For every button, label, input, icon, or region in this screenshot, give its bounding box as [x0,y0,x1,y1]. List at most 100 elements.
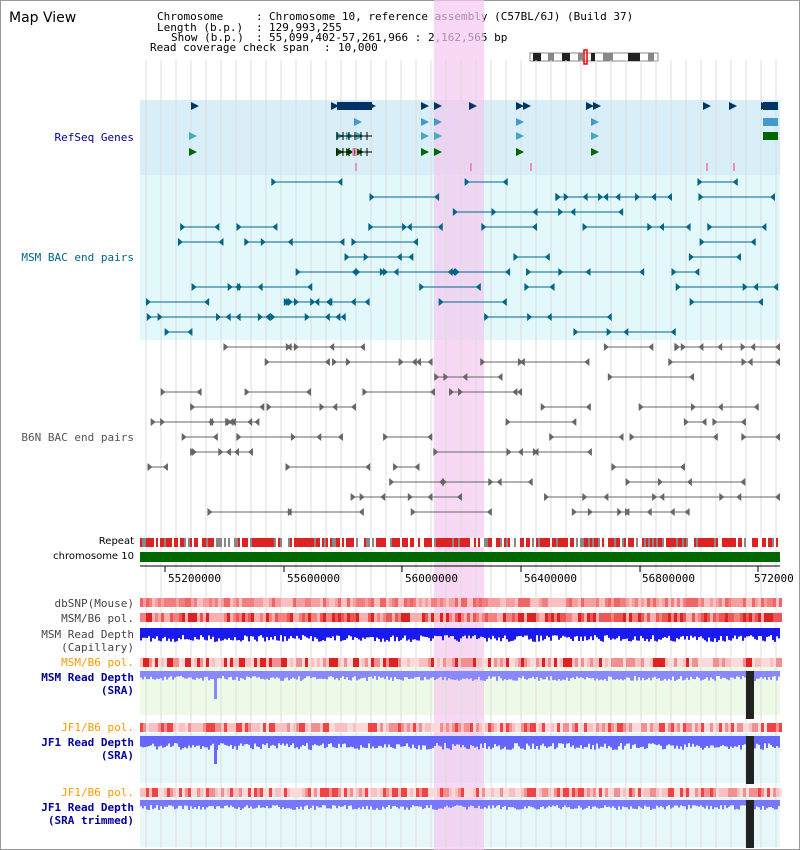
repeat-cell [422,538,424,547]
depth-bar [740,800,742,806]
pol-cell [695,788,698,797]
repeat-cell [152,538,154,547]
depth-bar [696,800,698,806]
pol-cell [266,723,269,732]
depth-bar [404,671,406,678]
msm-bac-pair-end [344,253,350,261]
depth-bar [424,736,426,746]
pol-cell [338,723,341,732]
pol-cell [404,658,407,667]
track-label-refseq[interactable]: RefSeq Genes [54,131,134,144]
pol-cell [512,788,515,797]
pol-cell [518,613,521,622]
track-label-msm-b6-pol-1[interactable]: MSM/B6 pol. [61,612,134,625]
depth-bar [182,671,184,678]
dbsnp-cell [377,598,380,607]
depth-bar [420,800,422,807]
msm-bac-pair-end [697,178,703,186]
track-label-msm-b6-pol-2[interactable]: MSM/B6 pol. [61,656,134,669]
dbsnp-cell [560,598,563,607]
depth-bar [642,628,644,638]
msm-bac-pair-end [694,268,700,276]
msm-bac-pair-end [187,328,193,336]
depth-bar [498,671,500,677]
show-label: Show (b.p.) [171,31,244,44]
repeat-cell [440,538,442,547]
depth-bar [518,736,520,747]
pol-cell [527,658,530,667]
track-label-jf1-depth-sra[interactable]: JF1 Read Depth (SRA) [41,736,134,762]
dbsnp-cell [536,598,539,607]
depth-bar [600,736,602,747]
b6n-bac-pair-end [266,403,272,411]
b6n-bac-pair-end [449,388,455,396]
depth-bar [536,736,538,747]
pol-cell [455,613,458,622]
pol-cell [386,723,389,732]
depth-bar [360,736,362,746]
depth-bar [438,671,440,678]
msm-bac-pair-end [157,313,163,321]
depth-bar [696,736,698,746]
depth-bar [158,736,160,747]
depth-bar [634,736,636,745]
depth-bar [704,736,706,748]
pol-cell [650,723,653,732]
depth-bar [150,671,152,677]
track-label-b6n-bac[interactable]: B6N BAC end pairs [21,431,134,444]
pol-cell [671,788,674,797]
depth-bar [694,800,696,806]
depth-bar [720,628,722,637]
depth-bar [640,800,642,808]
depth-bar [390,800,392,809]
pol-cell [755,723,758,732]
pol-cell [263,658,266,667]
track-label-msm-bac[interactable]: MSM BAC end pairs [21,251,134,264]
depth-bar [248,628,250,642]
pol-cell [701,788,704,797]
pol-cell [671,723,674,732]
depth-bar [300,736,302,747]
depth-bar [290,736,292,746]
dbsnp-cell [533,598,536,607]
pol-cell [698,613,701,622]
depth-bar [298,736,300,750]
track-label-jf1-depth-trim[interactable]: JF1 Read Depth (SRA trimmed) [41,801,134,827]
pol-cell [755,658,758,667]
depth-bar [448,800,450,808]
length-label: Length (b.p.) [157,21,244,34]
depth-bar [222,671,224,677]
depth-bar [594,628,596,636]
depth-bar [370,628,372,638]
dbsnp-cell [623,598,626,607]
depth-bar [290,671,292,679]
dbsnp-cell [524,598,527,607]
pol-cell [383,613,386,622]
dbsnp-cell [350,598,353,607]
pol-cell [509,788,512,797]
repeat-cell [570,538,572,547]
repeat-cell [572,538,574,547]
track-label-msm-depth-sra[interactable]: MSM Read Depth (SRA) [41,671,134,697]
gene-marker [530,163,532,171]
depth-bar [508,736,510,750]
repeat-cell [256,538,258,547]
dbsnp-cell [764,598,767,607]
depth-bar [268,736,270,749]
pol-cell [614,723,617,732]
track-label-dbsnp[interactable]: dbSNP(Mouse) [54,597,134,610]
depth-bar [504,736,506,747]
dbsnp-cell [434,598,437,607]
depth-bar [742,671,744,677]
track-label-jf1-b6-pol-1[interactable]: JF1/B6 pol. [61,721,134,734]
track-label-jf1-b6-pol-2[interactable]: JF1/B6 pol. [61,786,134,799]
depth-bar [714,628,716,639]
track-label-msm-depth-capillary[interactable]: MSM Read Depth (Capillary) [41,628,134,654]
gene-glyph [191,102,199,110]
msm-bac-pair-end [513,253,519,261]
repeat-cell [394,538,396,547]
pol-cell [680,613,683,622]
depth-bar [180,736,182,750]
dbsnp-cell [233,598,236,607]
